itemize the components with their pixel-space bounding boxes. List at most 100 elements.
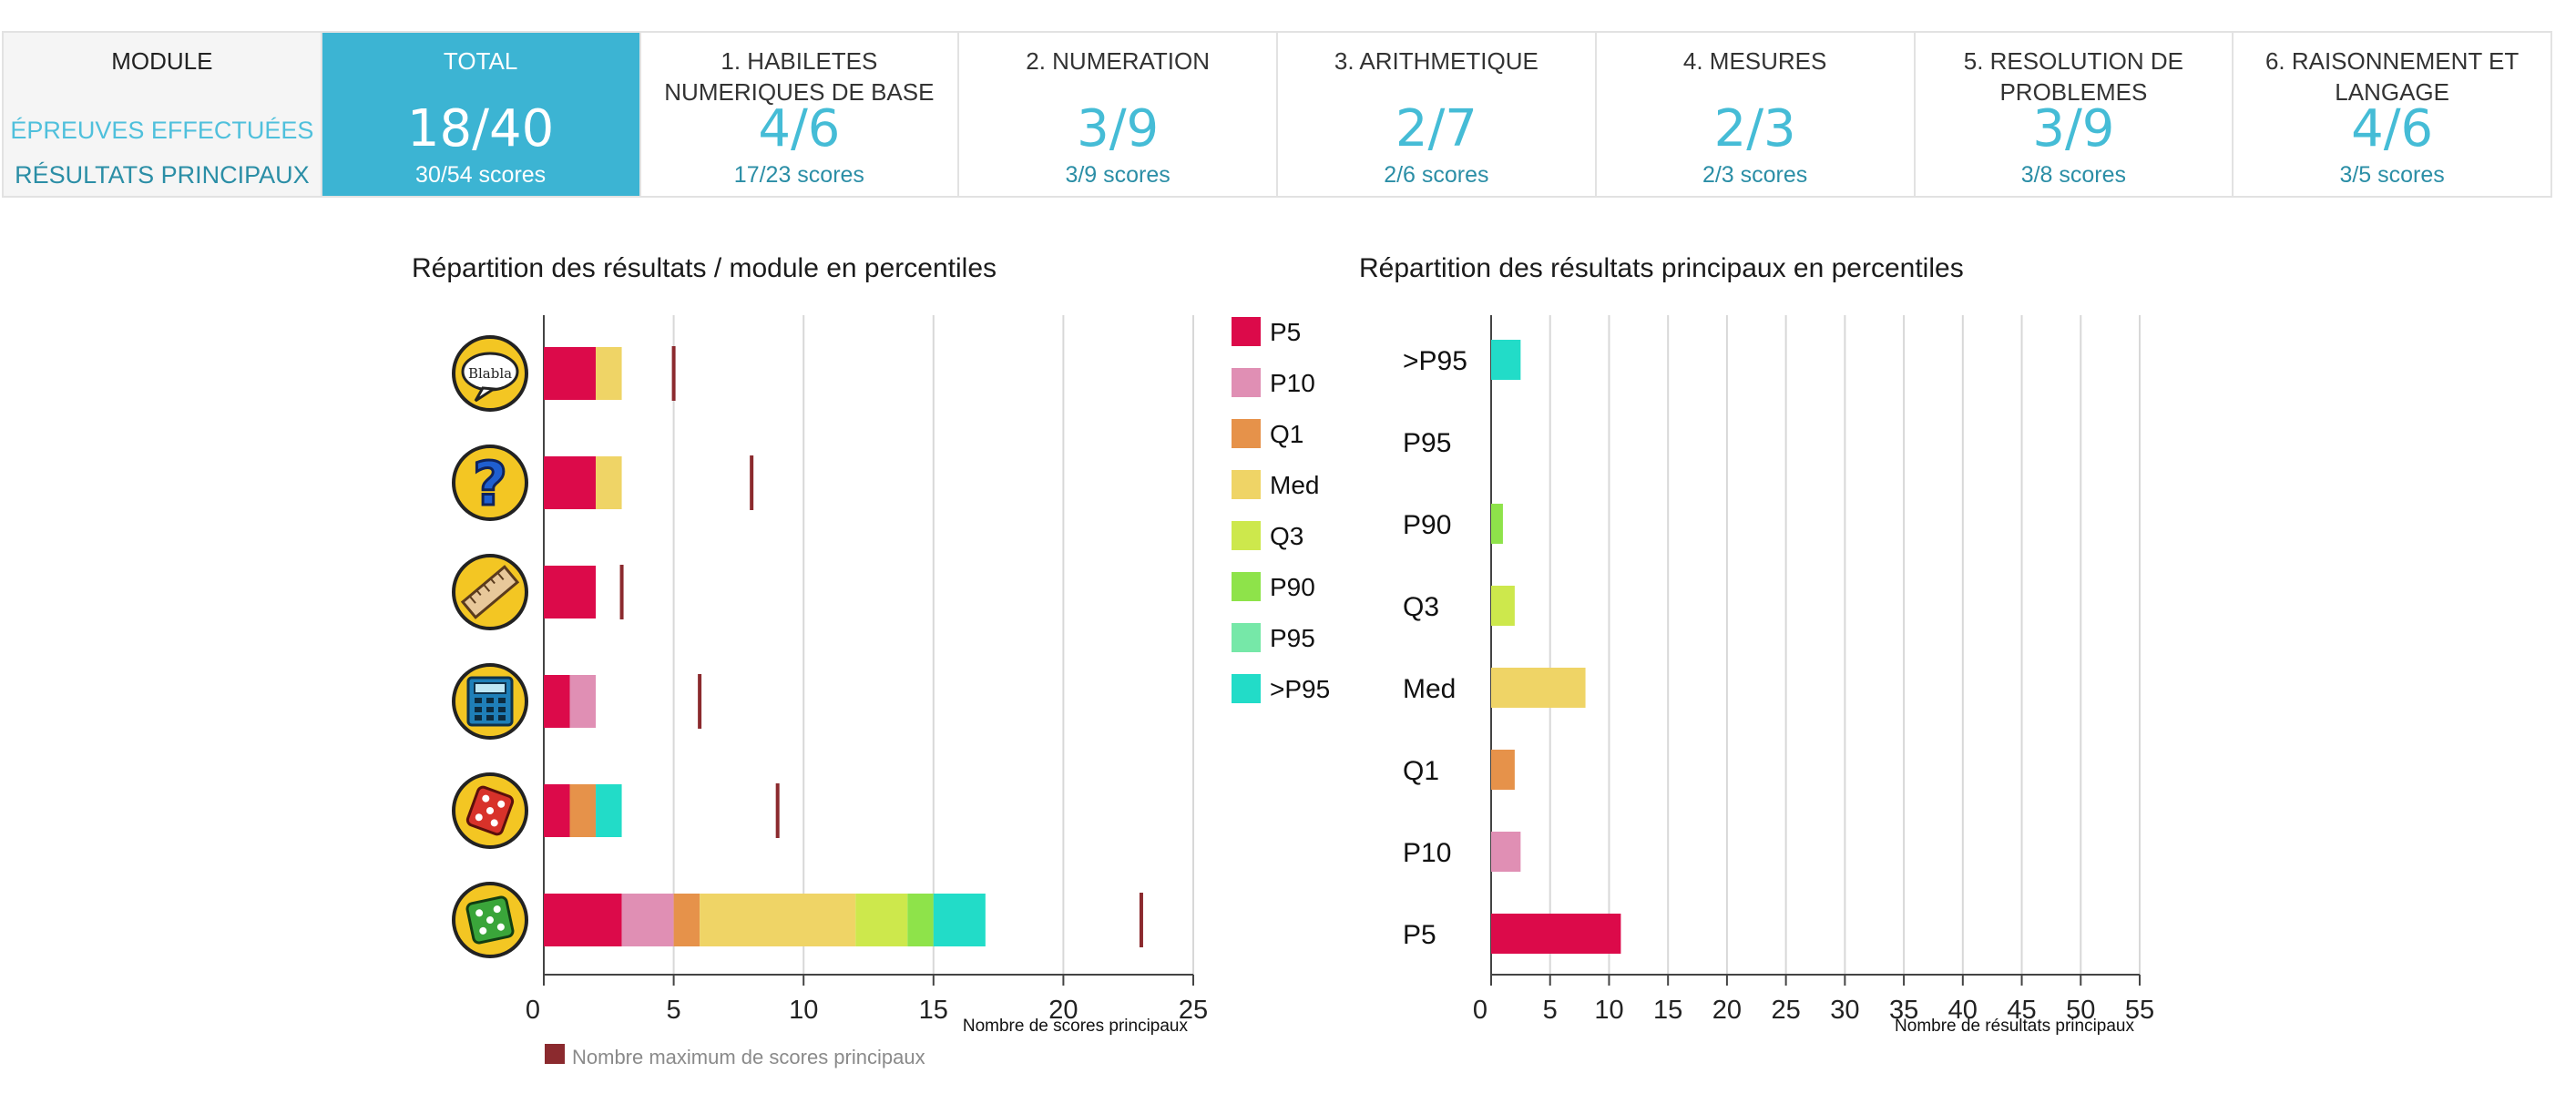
bar-segment-Med xyxy=(596,456,622,509)
bar-segment-Med xyxy=(700,894,856,946)
y-category-label: P10 xyxy=(1403,838,1451,868)
max-score-marker xyxy=(750,455,754,510)
column-value: 4/6 xyxy=(758,99,841,158)
legend-swatch xyxy=(1232,317,1261,346)
module-4-column[interactable]: 4. MESURES 2/3 2/3 scores xyxy=(1597,33,1916,196)
legend-swatch xyxy=(1232,470,1261,499)
max-score-marker xyxy=(775,783,780,838)
red-dice-icon xyxy=(452,772,528,849)
column-value: 3/9 xyxy=(2032,99,2115,158)
legend-label: P90 xyxy=(1270,573,1315,601)
max-score-marker xyxy=(1139,893,1143,947)
legend-swatch xyxy=(1232,368,1261,397)
bar-segment-P90 xyxy=(907,894,934,946)
column-scores: 2/3 scores xyxy=(1702,162,1808,188)
bar-segment-P5 xyxy=(544,347,597,400)
max-score-marker xyxy=(698,674,702,729)
column-scores: 30/54 scores xyxy=(415,162,547,188)
module-3-column[interactable]: 3. ARITHMETIQUE 2/7 2/6 scores xyxy=(1278,33,1597,196)
y-category-label: P95 xyxy=(1403,428,1451,458)
module-1-column[interactable]: 1. HABILETES NUMERIQUES DE BASE 4/6 17/2… xyxy=(641,33,960,196)
column-value: 2/3 xyxy=(1713,99,1796,158)
question-mark-icon: ? xyxy=(452,445,528,521)
bar-segment-P5 xyxy=(544,894,622,946)
chart-1-legend: P5 P10 Q1 Med Q3 P90 P95 >P95 xyxy=(1232,317,1330,703)
column-value: 3/9 xyxy=(1077,99,1160,158)
bar-segment-gt-P95 xyxy=(596,784,622,837)
legend-label: P10 xyxy=(1270,369,1315,397)
x-tick-label: 20 xyxy=(1712,996,1742,1025)
bar-segment-Q3 xyxy=(855,894,908,946)
column-header: 6. RAISONNEMENT ET LANGAGE xyxy=(2264,47,2520,106)
module-header: MODULE xyxy=(111,47,213,75)
bar-segment-Q1 xyxy=(569,784,597,837)
bar-gt-P95 xyxy=(1491,340,1521,380)
module-5-column[interactable]: 5. RESOLUTION DE PROBLEMES 3/9 3/8 score… xyxy=(1916,33,2234,196)
x-tick-label: 50 xyxy=(2066,996,2095,1025)
column-value: 2/7 xyxy=(1395,99,1477,158)
x-tick-label: 30 xyxy=(1830,996,1859,1025)
module-2-column[interactable]: 2. NUMERATION 3/9 3/9 scores xyxy=(959,33,1278,196)
column-scores: 2/6 scores xyxy=(1384,162,1489,188)
x-tick-label: 10 xyxy=(789,996,818,1025)
speech-bubble-icon: Blabla xyxy=(452,335,528,412)
chart-1-title: Répartition des résultats / module en pe… xyxy=(412,253,997,283)
column-header: 5. RESOLUTION DE PROBLEMES xyxy=(1963,47,2184,106)
column-scores: 3/9 scores xyxy=(1065,162,1170,188)
x-tick-label: 40 xyxy=(1948,996,1978,1025)
legend-swatch xyxy=(1232,572,1261,601)
bar-P10 xyxy=(1491,832,1521,872)
column-header: 2. NUMERATION xyxy=(1026,47,1210,75)
max-score-marker xyxy=(671,346,676,401)
x-tick-label: 15 xyxy=(1653,996,1682,1025)
green-dice-icon xyxy=(452,882,528,958)
y-category-label: >P95 xyxy=(1403,346,1467,376)
summary-table: MODULE ÉPREUVES EFFECTUÉES RÉSULTATS PRI… xyxy=(2,31,2552,198)
bar-segment-P10 xyxy=(569,675,597,728)
bar-segment-gt-P95 xyxy=(933,894,986,946)
legend-label: Q1 xyxy=(1270,420,1303,448)
column-header: 1. HABILETES NUMERIQUES DE BASE xyxy=(664,47,935,106)
legend-label: >P95 xyxy=(1270,675,1330,703)
legend-label: Med xyxy=(1270,471,1319,499)
y-category-label: P5 xyxy=(1403,920,1436,950)
module-6-column[interactable]: 6. RAISONNEMENT ET LANGAGE 4/6 3/5 score… xyxy=(2234,33,2550,196)
bar-segment-P5 xyxy=(544,566,597,618)
x-axis-label: Nombre de résultats principaux xyxy=(1895,1017,2134,1036)
module-column: MODULE ÉPREUVES EFFECTUÉES RÉSULTATS PRI… xyxy=(4,33,322,196)
x-tick-label: 55 xyxy=(2125,996,2154,1025)
svg-text:Blabla: Blabla xyxy=(468,365,512,382)
column-header: 4. MESURES xyxy=(1682,47,1827,75)
column-value: 18/40 xyxy=(406,99,555,158)
bar-P90 xyxy=(1491,504,1503,544)
x-axis-label: Nombre de scores principaux xyxy=(963,1017,1189,1036)
column-value: 4/6 xyxy=(2351,99,2434,158)
chart-2-plot: 0 5 10 15 20 25 30 35 40 45 50 55 >P95 P95 P90 Q3 Med Q1 P… xyxy=(1403,315,2154,1036)
x-tick-label: 0 xyxy=(526,996,540,1025)
y-category-label: Q1 xyxy=(1403,756,1439,786)
bar-segment-Med xyxy=(596,347,622,400)
legend-swatch xyxy=(1232,419,1261,448)
max-score-marker xyxy=(619,565,624,619)
legend-label: P95 xyxy=(1270,624,1315,652)
tests-done-label: ÉPREUVES EFFECTUÉES xyxy=(10,117,314,144)
max-marker-swatch xyxy=(545,1044,565,1064)
x-tick-label: 25 xyxy=(1179,996,1208,1025)
total-column[interactable]: TOTAL 18/40 30/54 scores xyxy=(322,33,641,196)
main-results-label: RÉSULTATS PRINCIPAUX xyxy=(15,161,310,189)
x-tick-label: 25 xyxy=(1772,996,1801,1025)
bar-P5 xyxy=(1491,914,1621,954)
chart-2-title: Répartition des résultats principaux en … xyxy=(1359,253,1964,283)
x-tick-label: 5 xyxy=(1543,996,1558,1025)
column-header: 3. ARITHMETIQUE xyxy=(1334,47,1538,75)
x-tick-label: 20 xyxy=(1048,996,1078,1025)
bar-segment-P5 xyxy=(544,456,597,509)
bar-segment-P5 xyxy=(544,784,570,837)
column-scores: 17/23 scores xyxy=(733,162,864,188)
bar-Med xyxy=(1491,668,1586,708)
x-tick-label: 15 xyxy=(919,996,948,1025)
bar-segment-Q1 xyxy=(673,894,700,946)
column-scores: 3/8 scores xyxy=(2020,162,2127,188)
